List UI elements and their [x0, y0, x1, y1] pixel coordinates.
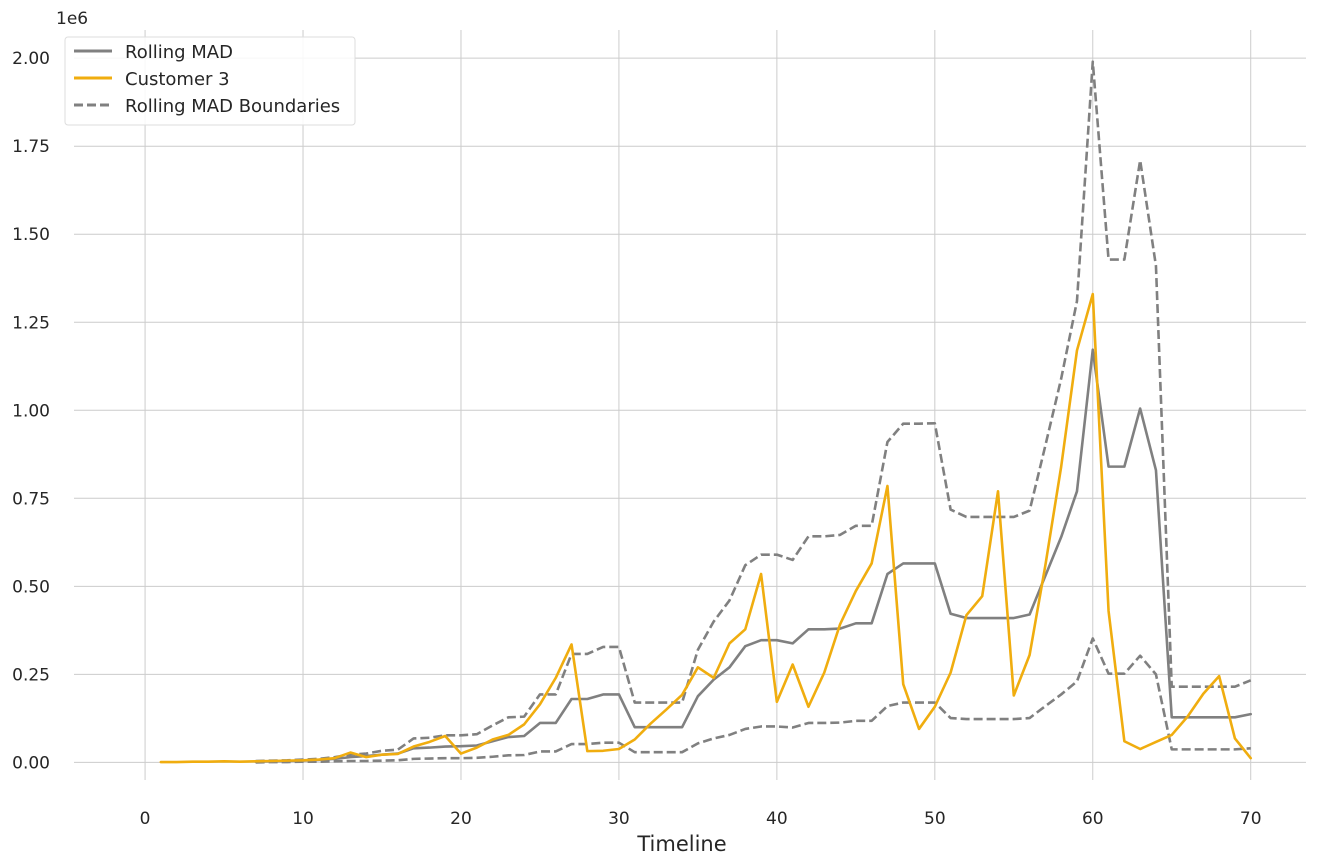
y-tick-label: 0.25 — [12, 665, 50, 685]
series-line-rolling-mad-boundaries-upper — [255, 60, 1252, 763]
legend-label-customer-3: Customer 3 — [125, 69, 230, 90]
x-tick-label: 0 — [140, 809, 151, 829]
ticks-layer: 0 10 20 30 40 50 60 70 0.00 0.25 0.50 0.75 1.00 1.25 1… — [12, 49, 1261, 829]
legend-box — [64, 36, 356, 126]
series-layer — [159, 60, 1253, 764]
legend-label-rolling-mad-boundaries: Rolling MAD Boundaries — [125, 96, 340, 117]
x-tick-label: 50 — [924, 809, 946, 829]
x-tick-label: 10 — [292, 809, 314, 829]
y-tick-label: 2.00 — [12, 49, 50, 69]
x-axis-label: Timeline — [636, 832, 726, 856]
x-tick-label: 30 — [608, 809, 630, 829]
grid-layer — [74, 30, 1306, 780]
y-tick-label: 1.50 — [12, 225, 50, 245]
x-tick-label: 40 — [766, 809, 788, 829]
y-offset-label: 1e6 — [56, 9, 88, 29]
y-tick-label: 0.75 — [12, 489, 50, 509]
y-tick-label: 1.25 — [12, 313, 50, 333]
x-tick-label: 60 — [1082, 809, 1104, 829]
series-line-rolling-mad — [254, 348, 1253, 763]
series-line-customer-3 — [159, 292, 1253, 764]
y-tick-label: 1.75 — [12, 137, 50, 157]
y-tick-label: 1.00 — [12, 401, 50, 421]
x-tick-label: 20 — [450, 809, 472, 829]
series-line-rolling-mad-boundaries-lower — [255, 637, 1251, 764]
y-tick-label: 0.00 — [12, 753, 50, 773]
legend-label-rolling-mad: Rolling MAD — [125, 42, 233, 63]
y-tick-label: 0.50 — [12, 577, 50, 597]
legend: Rolling MAD Customer 3 Rolling MAD Bound… — [64, 36, 356, 126]
x-tick-label: 70 — [1240, 809, 1262, 829]
